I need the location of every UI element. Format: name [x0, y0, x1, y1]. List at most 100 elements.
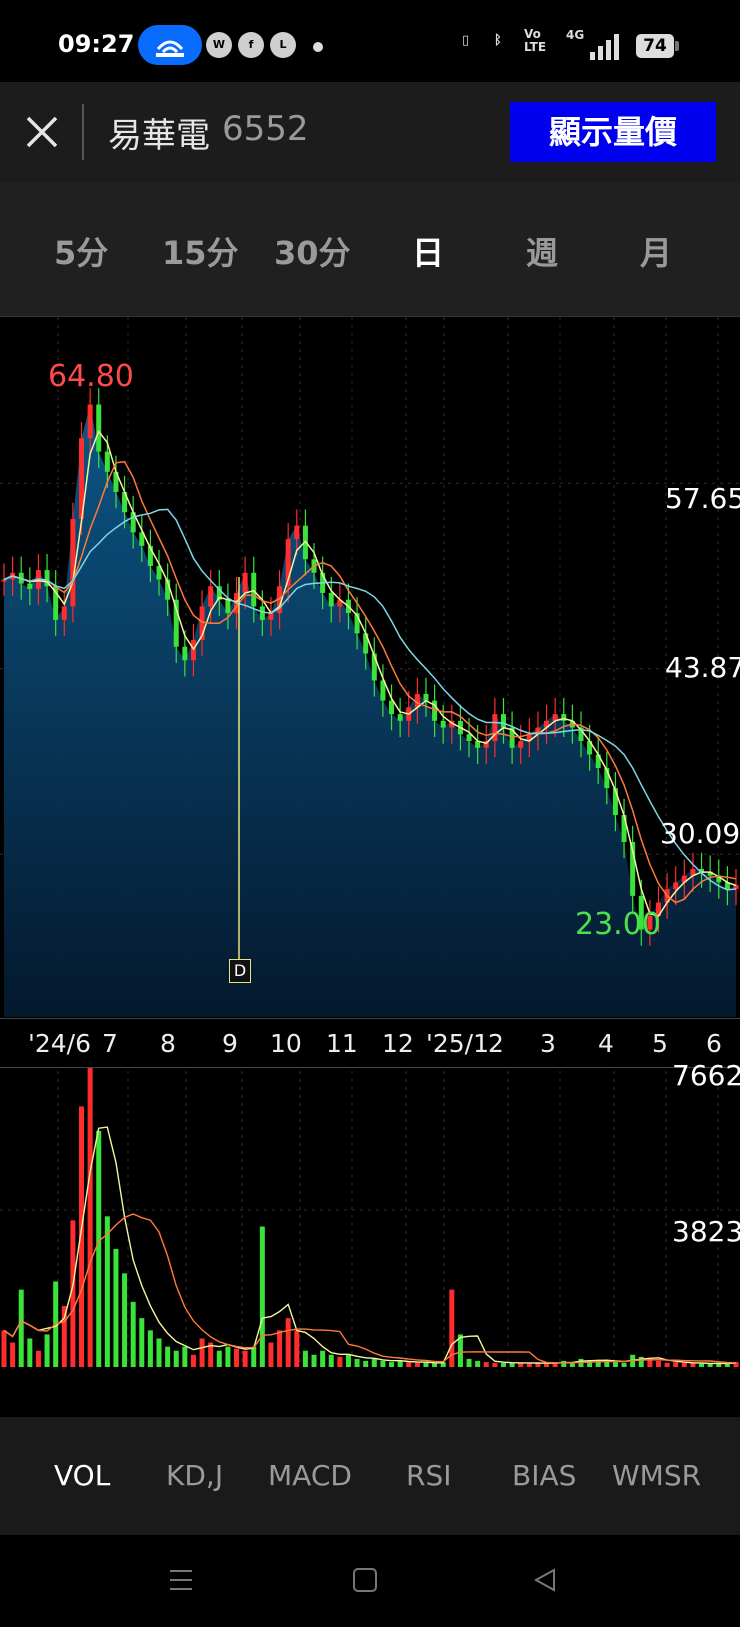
tab-day[interactable]: 日	[412, 234, 445, 272]
candle-body	[1, 579, 7, 582]
candle-body	[61, 606, 67, 620]
volume-bar	[638, 1356, 644, 1367]
candle-body	[294, 525, 300, 540]
volume-bar	[681, 1362, 687, 1367]
tab-week[interactable]: 週	[526, 234, 559, 272]
tab-kdj[interactable]: KD,J	[166, 1459, 224, 1492]
y-label-top: 57.65	[665, 482, 740, 515]
volume-max-label: 7662	[672, 1059, 740, 1092]
volume-bar	[509, 1362, 515, 1367]
x-label: '24/6	[28, 1029, 92, 1058]
candle-body	[552, 714, 558, 721]
close-icon[interactable]	[20, 110, 64, 154]
volume-bar	[294, 1330, 300, 1367]
volume-bar	[35, 1350, 41, 1367]
volume-bar	[242, 1350, 248, 1367]
candle-body	[432, 700, 438, 721]
tab-vol[interactable]: VOL	[54, 1459, 111, 1492]
candle-body	[414, 693, 420, 708]
more-notifications-icon	[313, 42, 323, 52]
tab-macd[interactable]: MACD	[268, 1459, 352, 1492]
volte-icon: Vo LTE	[524, 27, 547, 54]
show-volume-price-button[interactable]: 顯示量價	[510, 102, 716, 162]
volume-bar	[199, 1338, 205, 1367]
candle-body	[328, 592, 334, 607]
tab-15min[interactable]: 15分	[162, 234, 239, 272]
candle-body	[535, 727, 541, 735]
system-nav-bar	[0, 1535, 740, 1627]
volume-bar	[423, 1362, 429, 1367]
candle-body	[500, 714, 506, 728]
price-low-label: 23.00	[575, 907, 661, 942]
volume-bar	[466, 1358, 472, 1367]
price-volume-chart[interactable]	[0, 317, 740, 1417]
candle-body	[242, 572, 248, 593]
candle-body	[173, 599, 179, 647]
tab-bias[interactable]: BIAS	[512, 1459, 577, 1492]
volume-bar	[18, 1289, 24, 1367]
volume-bar	[234, 1348, 240, 1367]
hotspot-icon	[138, 25, 202, 65]
tab-5min[interactable]: 5分	[54, 234, 109, 272]
volume-bar	[389, 1362, 395, 1367]
volume-bar	[182, 1346, 188, 1367]
candle-body	[733, 885, 739, 890]
y-label-mid: 43.87	[665, 651, 740, 684]
volume-bar	[699, 1363, 705, 1367]
volume-bar	[302, 1350, 308, 1367]
volume-bar	[268, 1342, 274, 1367]
back-icon[interactable]	[532, 1567, 558, 1597]
volume-bar	[113, 1248, 119, 1367]
x-label: 6	[706, 1029, 722, 1058]
ma-mid-line	[3, 460, 737, 904]
candle-body	[612, 788, 618, 816]
candle-body	[354, 613, 360, 634]
candle-body	[681, 875, 687, 883]
volume-bar	[139, 1318, 145, 1367]
candle-body	[130, 512, 136, 533]
x-label: 7	[102, 1029, 118, 1058]
tab-wmsr[interactable]: WMSR	[612, 1459, 702, 1492]
candle-body	[483, 741, 489, 748]
volume-bar	[79, 1106, 85, 1367]
network-type: 4G	[566, 28, 585, 42]
tab-rsi[interactable]: RSI	[406, 1459, 452, 1492]
tab-30min[interactable]: 30分	[274, 234, 351, 272]
candle-body	[561, 714, 567, 721]
candle-body	[647, 916, 653, 930]
candle-body	[225, 599, 231, 614]
volume-bar	[414, 1362, 420, 1367]
x-label: 8	[160, 1029, 176, 1058]
volume-bar	[707, 1363, 713, 1367]
battery-icon: 74	[636, 34, 674, 58]
home-icon[interactable]	[352, 1567, 378, 1597]
volume-bar	[492, 1362, 498, 1367]
volume-ma-short-line	[3, 1126, 737, 1365]
volume-bar	[621, 1362, 627, 1367]
tab-month[interactable]: 月	[640, 234, 673, 272]
ma-short-line	[3, 429, 737, 917]
chart-area[interactable]: 64.80 23.00 57.65 43.87 30.09 D '24/6 7 …	[0, 317, 740, 1417]
volume-bar	[449, 1289, 455, 1367]
battery-tip	[675, 41, 679, 51]
volume-bar	[354, 1358, 360, 1367]
dividend-marker[interactable]: D	[229, 959, 251, 983]
volume-bar	[587, 1360, 593, 1367]
volume-bar	[716, 1362, 722, 1367]
candle-body	[578, 727, 584, 742]
price-area	[4, 404, 736, 1017]
volume-bar	[61, 1305, 67, 1367]
volume-bar	[612, 1362, 618, 1367]
candle-body	[690, 868, 696, 876]
x-label: 9	[222, 1029, 238, 1058]
status-time: 09:27	[58, 30, 135, 58]
candle-body	[621, 815, 627, 842]
candle-body	[44, 570, 50, 587]
volume-bar	[259, 1226, 265, 1367]
volume-bar	[27, 1338, 33, 1367]
candle-body	[277, 586, 283, 614]
candle-body	[449, 720, 455, 728]
menu-icon[interactable]	[168, 1567, 194, 1597]
volume-bar	[475, 1360, 481, 1367]
volume-bar	[70, 1220, 76, 1367]
